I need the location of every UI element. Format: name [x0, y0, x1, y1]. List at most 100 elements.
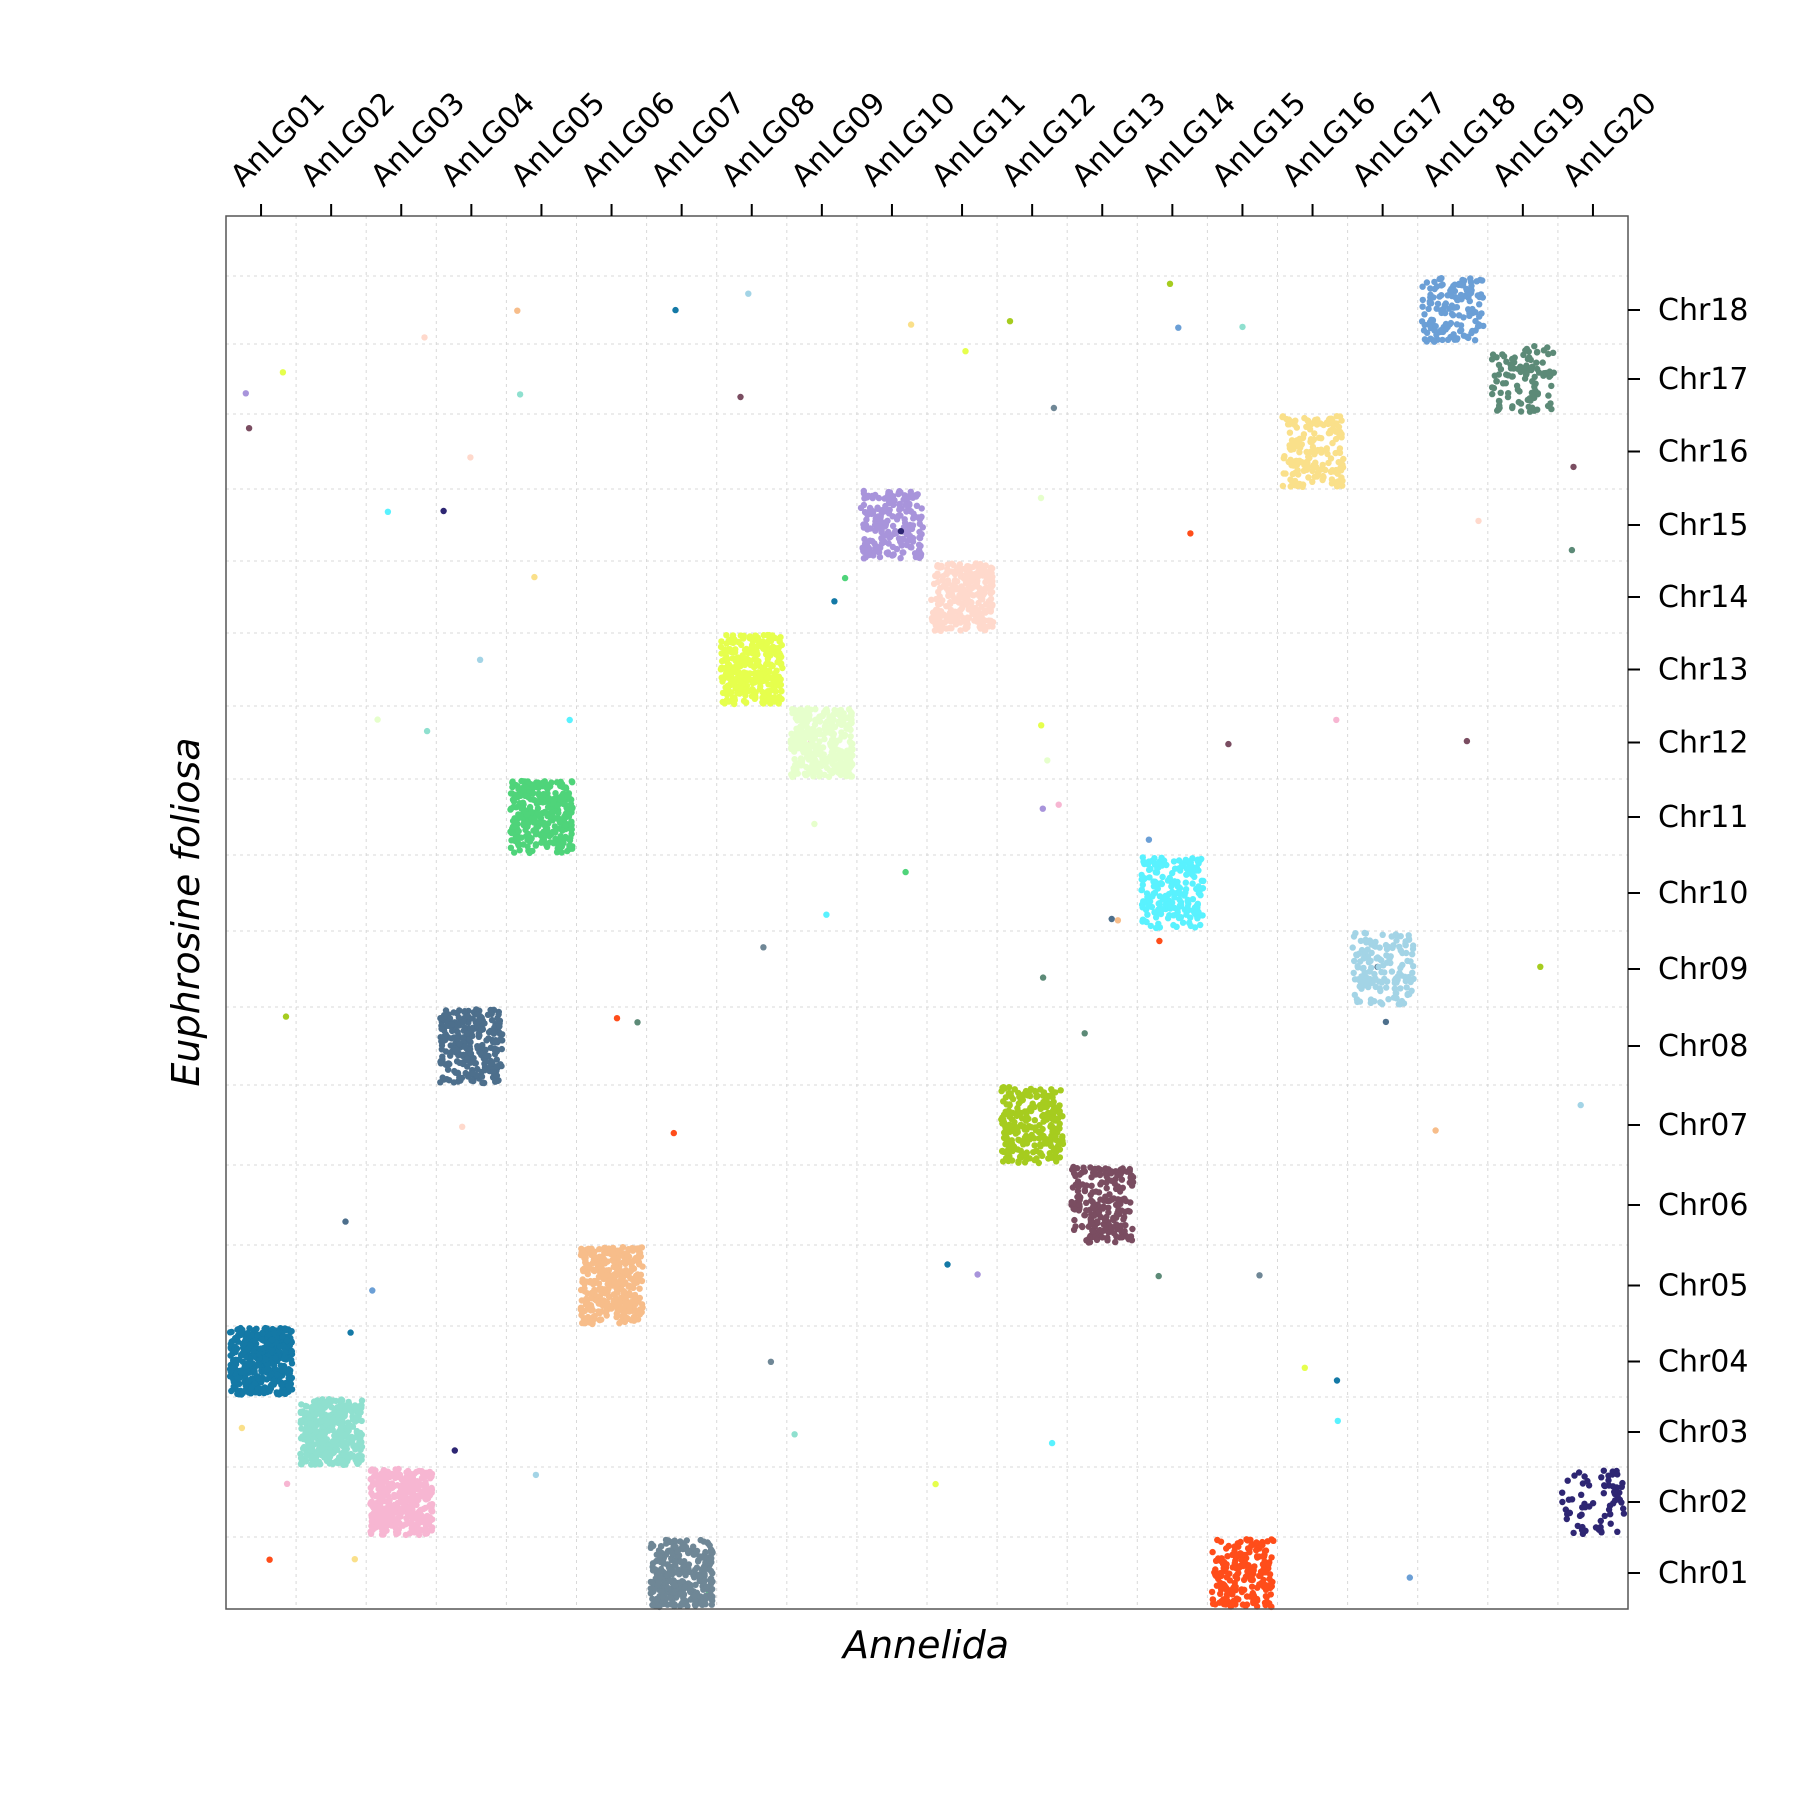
data-point: [566, 837, 574, 844]
data-point: [1155, 900, 1162, 907]
data-point: [357, 1402, 364, 1409]
data-point: [562, 812, 569, 819]
data-point: [797, 759, 804, 766]
data-point: [1270, 1537, 1277, 1545]
data-point: [426, 1502, 433, 1510]
data-point: [509, 823, 517, 830]
data-point: [1071, 1206, 1079, 1213]
data-point: [1329, 439, 1336, 447]
data-point: [495, 1011, 502, 1018]
data-point: [939, 573, 947, 580]
data-point: [790, 772, 797, 779]
data-point: [622, 1299, 629, 1306]
data-point: [1235, 1596, 1242, 1603]
data-point: [262, 1356, 269, 1363]
data-point: [469, 1032, 476, 1040]
data-point: [1383, 945, 1391, 953]
data-point: [392, 1474, 399, 1482]
data-point: [285, 1374, 292, 1382]
data-point: [907, 488, 914, 495]
data-point: [693, 1547, 701, 1555]
data-point: [667, 1569, 674, 1577]
data-point: [735, 662, 742, 669]
data-point: [701, 1577, 708, 1585]
data-point: [1405, 973, 1412, 981]
data-point: [337, 1426, 344, 1433]
data-point: [723, 670, 730, 677]
data-point: [1471, 337, 1479, 344]
data-point: [725, 664, 732, 671]
data-point: [1153, 869, 1161, 876]
data-point: [613, 1313, 620, 1321]
data-point: [655, 1579, 662, 1586]
data-point: [1383, 952, 1390, 959]
data-point: [1051, 1133, 1059, 1141]
data-point: [885, 528, 892, 536]
data-point: [703, 1583, 710, 1590]
data-point: [476, 656, 484, 663]
data-point: [353, 1406, 360, 1413]
data-point: [270, 1329, 278, 1337]
data-point: [1076, 1171, 1083, 1178]
data-point: [1340, 455, 1347, 463]
data-point: [1379, 931, 1386, 938]
data-point: [329, 1415, 337, 1423]
data-point: [616, 1319, 623, 1327]
data-point: [962, 348, 969, 355]
data-point: [1217, 1557, 1224, 1564]
data-point: [1254, 1554, 1261, 1561]
data-point: [1079, 1181, 1086, 1188]
data-point: [805, 744, 813, 751]
data-point: [1353, 951, 1360, 958]
data-point: [259, 1329, 266, 1337]
data-point: [288, 1356, 295, 1364]
data-point: [811, 820, 818, 828]
data-point: [625, 1246, 632, 1253]
data-point: [442, 1036, 449, 1044]
data-point: [912, 553, 920, 561]
data-point: [238, 1424, 246, 1432]
data-point: [830, 736, 837, 743]
data-point: [1292, 457, 1300, 465]
data-point: [840, 717, 847, 725]
data-point: [384, 508, 392, 515]
data-point: [241, 1363, 249, 1370]
data-point: [283, 1367, 291, 1374]
data-point: [335, 1410, 343, 1418]
data-point: [1174, 889, 1182, 896]
data-point: [679, 1542, 686, 1549]
data-point: [1044, 757, 1051, 764]
data-point: [943, 625, 950, 632]
data-point: [1158, 880, 1166, 888]
data-point: [656, 1553, 663, 1560]
data-point: [1093, 1236, 1101, 1244]
data-point: [639, 1304, 646, 1311]
data-point: [589, 1306, 596, 1314]
data-point: [764, 655, 772, 663]
data-point: [283, 1480, 291, 1488]
data-point: [632, 1300, 639, 1308]
data-point: [1070, 1170, 1078, 1177]
data-point: [1166, 280, 1174, 287]
data-point: [454, 1028, 461, 1036]
data-point: [532, 842, 539, 849]
data-point: [327, 1459, 334, 1466]
data-point: [482, 1052, 490, 1059]
data-point: [767, 681, 774, 688]
data-point: [1223, 1561, 1230, 1568]
data-point: [760, 645, 767, 652]
data-point: [746, 633, 754, 640]
data-point: [551, 823, 559, 830]
data-point: [456, 1007, 463, 1014]
data-point: [1300, 431, 1308, 438]
data-point: [849, 752, 856, 759]
data-point: [507, 790, 515, 797]
data-point: [1112, 1238, 1119, 1246]
data-point: [450, 1009, 457, 1016]
data-point: [420, 1474, 427, 1482]
data-point: [1360, 964, 1367, 972]
data-point: [755, 638, 762, 646]
data-point: [353, 1459, 360, 1466]
data-point: [678, 1578, 686, 1585]
data-point: [653, 1595, 661, 1603]
